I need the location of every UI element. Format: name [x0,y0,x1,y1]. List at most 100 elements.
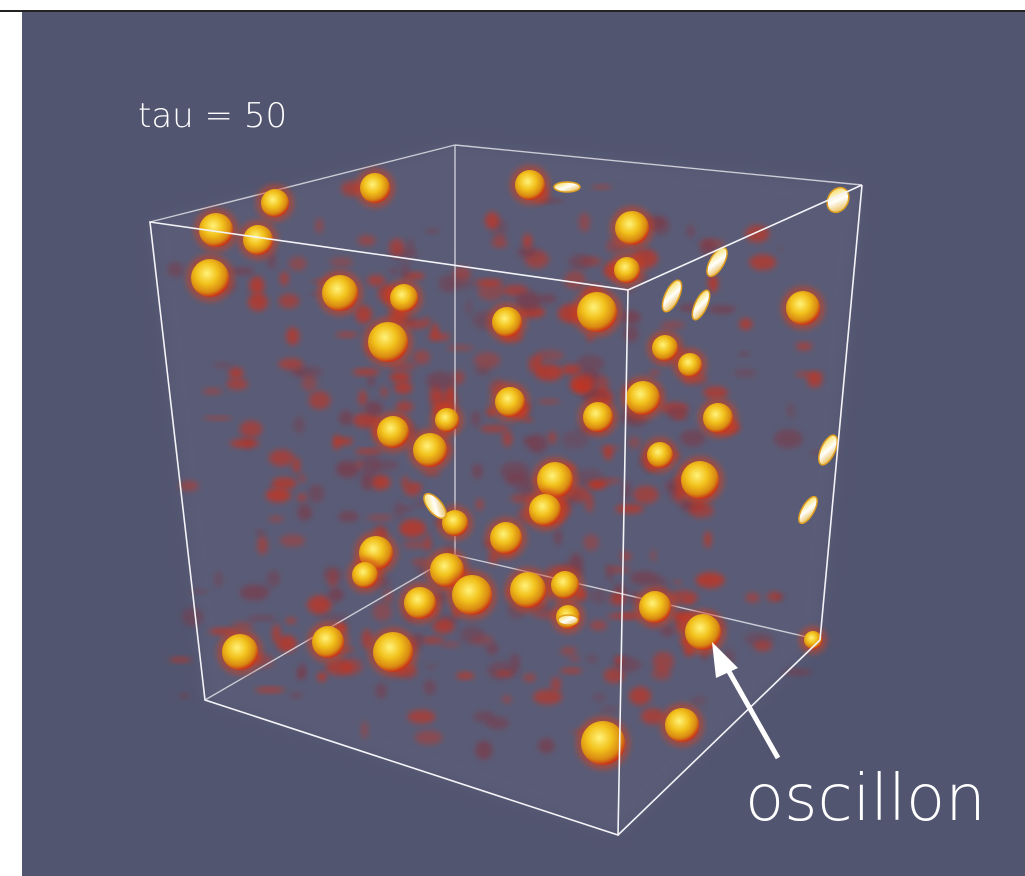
haze-patch [266,488,291,502]
haze-patch [297,668,305,680]
haze-patch [167,262,183,278]
haze-patch [428,333,451,341]
oscillon-blob [681,461,719,499]
haze-patch [685,597,693,603]
haze-patch [680,429,705,447]
oscillon-blob [452,575,492,615]
haze-patch [240,584,269,600]
haze-patch [651,577,669,585]
haze-patch [256,530,264,536]
haze-patch [502,431,512,447]
haze-patch [539,294,556,304]
haze-patch [361,472,373,490]
haze-patch [272,624,280,643]
haze-patch [240,421,263,438]
annotation-label: oscillon [745,762,986,836]
haze-patch [338,511,359,523]
haze-patch [777,247,784,251]
haze-patch [562,364,582,374]
haze-patch [600,706,619,712]
haze-patch [355,305,372,323]
haze-patch [309,391,331,409]
haze-patch [267,570,280,587]
oscillon-blob [581,721,625,765]
haze-patch [661,626,674,637]
haze-patch [399,519,426,537]
haze-patch [696,572,725,588]
haze-patch [279,294,300,309]
haze-patch [460,626,485,643]
haze-patch [248,293,268,311]
haze-patch [568,254,593,269]
haze-patch [307,596,331,615]
haze-patch [431,323,438,339]
oscillon-blob [390,284,418,312]
haze-patch [604,446,613,460]
haze-patch [336,461,359,478]
haze-patch [533,354,542,372]
haze-patch [523,674,536,682]
haze-patch [297,504,312,520]
oscillon-blob [652,335,678,361]
haze-patch [587,480,608,488]
haze-patch [290,692,304,698]
haze-patch [510,653,520,672]
haze-patch [285,617,296,624]
haze-patch [292,369,306,375]
haze-patch [674,580,681,584]
haze-patch [401,262,410,280]
haze-patch [538,399,560,404]
haze-patch [279,358,304,370]
haze-patch [739,318,752,329]
haze-patch [472,464,483,479]
oscillon-disk [554,182,580,192]
haze-patch [528,434,548,453]
haze-patch [213,362,232,369]
haze-patch [596,376,609,395]
haze-patch [629,687,651,705]
haze-patch [358,390,367,406]
haze-patch [232,622,254,630]
haze-patch [390,372,411,382]
haze-patch [687,224,696,238]
haze-patch [517,248,537,258]
haze-patch [452,371,464,385]
haze-patch [795,372,824,378]
haze-patch [182,608,204,627]
haze-patch [389,239,404,256]
oscillon-blob [368,322,408,362]
haze-patch [654,216,671,235]
haze-patch [486,643,498,655]
haze-patch [380,387,388,398]
haze-patch [371,475,391,490]
oscillon-blob [515,170,545,200]
haze-patch [202,388,222,394]
haze-patch [621,310,641,324]
haze-patch [590,620,608,630]
oscillon-blob [490,522,522,554]
haze-patch [257,536,267,555]
haze-patch [471,411,480,426]
haze-patch [486,717,510,730]
oscillon-blob [413,433,447,467]
haze-patch [179,693,189,698]
haze-patch [415,731,443,745]
haze-patch [328,588,344,602]
haze-patch [628,437,641,449]
haze-patch [633,486,659,504]
haze-patch [653,652,674,672]
oscillon-blob [614,257,640,283]
haze-patch [650,370,660,375]
haze-patch [299,474,305,482]
haze-patch [426,371,454,390]
oscillon-blob [583,402,613,432]
haze-patch [474,352,501,369]
haze-patch [433,619,455,634]
haze-patch [570,374,595,393]
oscillon-blob [360,173,390,203]
oscillon-blob [626,381,660,415]
haze-patch [255,687,285,692]
haze-patch [286,327,299,345]
haze-patch [673,414,686,419]
haze-patch [214,571,224,588]
